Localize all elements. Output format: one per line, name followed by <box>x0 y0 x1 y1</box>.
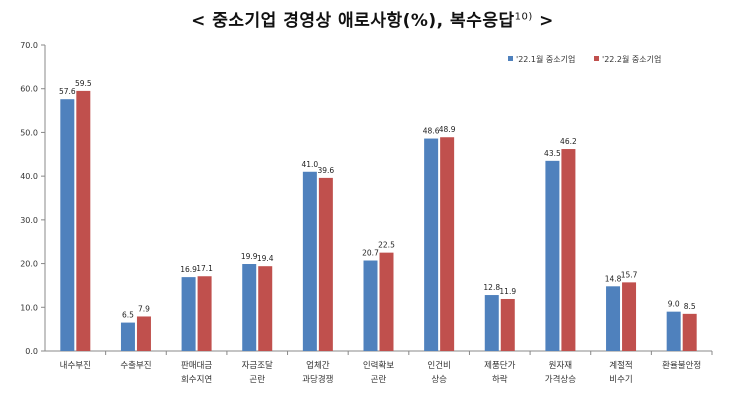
bar-2-8 <box>500 298 515 351</box>
data-label: 16.9 <box>180 265 197 274</box>
chart-legend: '22.1월 중소기업 '22.2월 중소기업 <box>508 54 661 64</box>
legend-swatch <box>594 56 599 61</box>
category-label: 업체간 <box>306 360 330 371</box>
data-label: 59.5 <box>75 79 92 88</box>
data-label: 8.5 <box>684 302 696 311</box>
data-label: 15.7 <box>621 270 638 279</box>
y-tick-label: 0.0 <box>25 347 38 356</box>
data-label: 57.6 <box>59 87 76 96</box>
data-label: 22.5 <box>378 241 395 250</box>
category-label: 과당경쟁 <box>302 374 333 385</box>
y-tick-label: 10.0 <box>20 303 38 312</box>
category-label: 상승 <box>431 374 447 385</box>
category-label: 곤란 <box>371 374 387 385</box>
bar-1-5 <box>302 171 317 351</box>
category-label: 내수부진 <box>60 360 91 371</box>
data-label: 14.8 <box>605 274 622 283</box>
category-label: 회수지연 <box>181 375 212 385</box>
category-label: 인력확보 <box>363 360 394 371</box>
category-label: 판매대금 <box>181 361 212 371</box>
category-label: 원자재 <box>549 361 572 371</box>
bar-2-11 <box>682 313 697 351</box>
data-label: 46.2 <box>560 137 577 146</box>
bar-1-6 <box>363 260 378 351</box>
data-label: 19.9 <box>241 252 258 261</box>
category-label: 자금조달 <box>242 360 273 371</box>
category-label: 수출부진 <box>120 360 151 371</box>
data-label: 9.0 <box>668 300 680 309</box>
y-tick-label: 40.0 <box>20 172 38 181</box>
bar-1-1 <box>60 99 75 351</box>
y-tick-label: 30.0 <box>20 216 38 225</box>
y-tick-label: 60.0 <box>20 85 38 94</box>
data-label: 12.8 <box>483 283 500 292</box>
data-label: 19.4 <box>257 254 274 263</box>
category-label: 인건비 <box>427 360 450 371</box>
bar-1-9 <box>545 160 560 351</box>
bar-2-10 <box>622 282 637 351</box>
bar-1-3 <box>181 277 196 351</box>
y-tick-label: 20.0 <box>20 260 38 269</box>
category-label: 곤란 <box>249 374 265 385</box>
data-label: 43.5 <box>544 149 561 158</box>
data-label: 20.7 <box>362 249 379 258</box>
data-label: 48.9 <box>439 125 456 134</box>
category-label: 가격상승 <box>545 374 576 385</box>
bar-2-4 <box>258 266 273 351</box>
legend-label: '22.2월 중소기업 <box>602 54 661 64</box>
page-title: < 중소기업 경영상 애로사항(%), 복수응답10) > <box>0 6 745 31</box>
data-label: 11.9 <box>499 287 516 296</box>
bar-2-5 <box>318 177 333 351</box>
legend-label: '22.1월 중소기업 <box>516 54 575 64</box>
bar-1-10 <box>606 286 621 351</box>
bar-2-2 <box>136 316 151 351</box>
y-tick-label: 50.0 <box>20 128 38 137</box>
page-title-text: < 중소기업 경영상 애로사항(%), 복수응답 <box>191 11 515 31</box>
category-label: 계절적 <box>609 360 632 371</box>
bar-1-8 <box>484 295 499 351</box>
data-label: 39.6 <box>318 166 335 175</box>
page-title-footnote: 10) <box>514 11 533 23</box>
bar-2-6 <box>379 252 394 351</box>
bar-2-9 <box>561 149 576 351</box>
bar-2-7 <box>440 137 455 351</box>
bar-2-1 <box>76 90 91 352</box>
bar-1-11 <box>666 311 681 351</box>
bar-1-7 <box>424 138 439 351</box>
data-label: 41.0 <box>302 160 319 169</box>
category-label: 비수기 <box>609 375 632 385</box>
data-label: 17.1 <box>196 264 213 273</box>
chart-data-labels: 57.659.5 6.5 7.9 16.9 17.1 19.9 19.4 41.039.6 20… <box>59 79 696 320</box>
bar-1-4 <box>242 264 257 351</box>
bar-2-3 <box>197 276 212 351</box>
chart-axes: 0.0 10.0 20.0 30.0 40.0 50.0 60.0 70.0 <box>20 41 713 356</box>
category-label: 환율불안정 <box>662 360 701 371</box>
data-label: 7.9 <box>138 304 150 313</box>
y-tick-label: 70.0 <box>20 41 38 50</box>
category-label: 하락 <box>492 374 508 385</box>
data-label: 6.5 <box>122 311 134 320</box>
data-label: 48.6 <box>423 127 440 136</box>
chart-bars <box>60 90 697 352</box>
bar-1-2 <box>120 322 135 351</box>
category-label: 제품단가 <box>484 360 515 371</box>
legend-swatch <box>508 56 513 61</box>
page-title-suffix: > <box>532 11 554 31</box>
